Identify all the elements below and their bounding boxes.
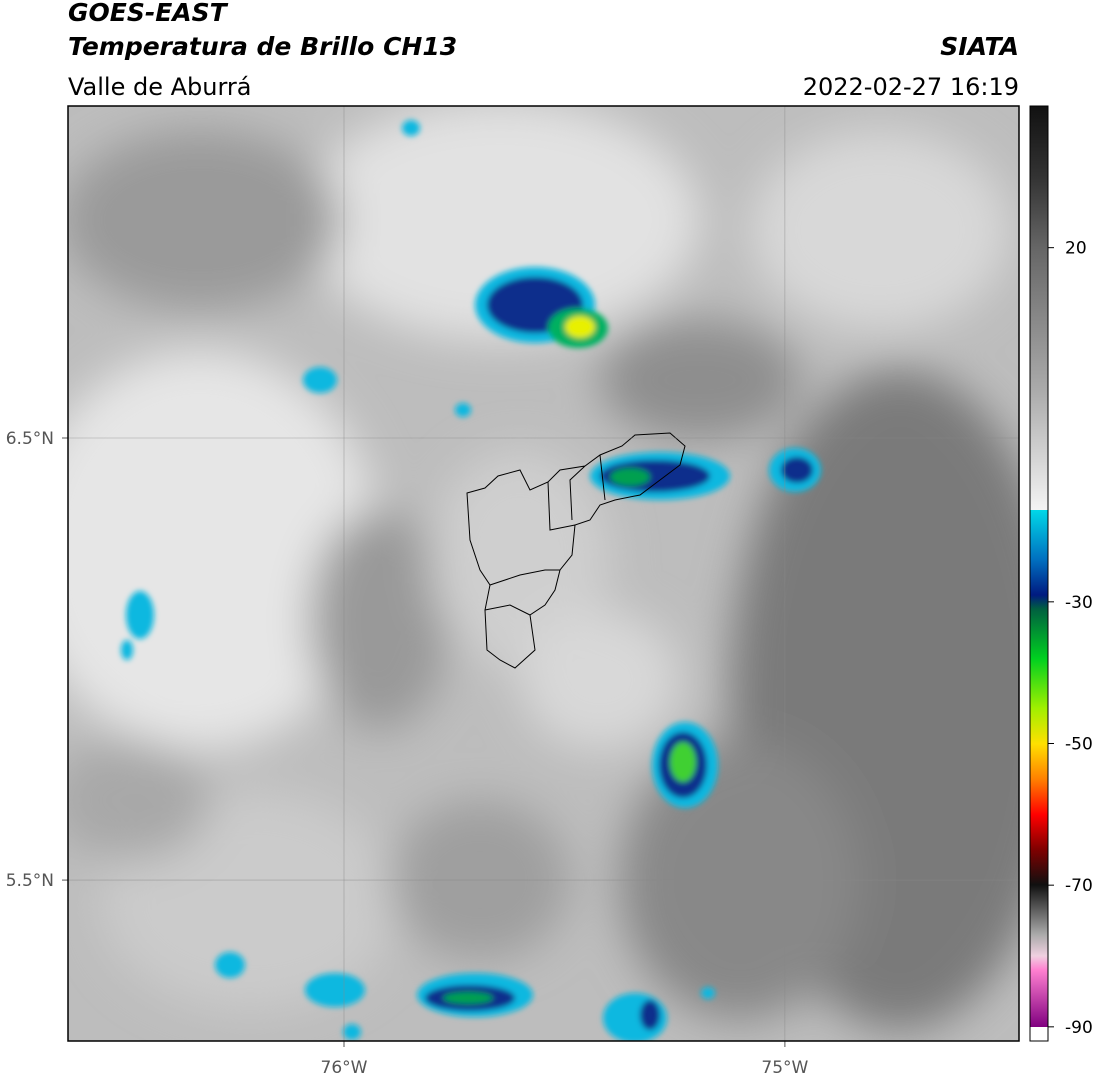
colorbar-tick-label: -90 <box>1065 1018 1093 1038</box>
x-tick-label: 75°W <box>761 1058 808 1078</box>
colorbar-tick-label: -50 <box>1065 735 1093 755</box>
source: SIATA <box>940 32 1019 61</box>
region: Valle de Aburrá <box>68 73 252 101</box>
map-frame <box>67 105 1020 1042</box>
subtitle: Temperatura de Brillo CH13 <box>68 32 457 61</box>
y-tick-label: 5.5°N <box>6 871 54 891</box>
municipality-outline <box>466 432 686 669</box>
map-image <box>68 106 1019 1041</box>
colorbar-tick-label: -30 <box>1065 593 1093 613</box>
colorbar-tick-label: -70 <box>1065 876 1093 896</box>
datetime: 2022-02-27 16:19 <box>803 73 1019 101</box>
title: GOES-EAST <box>68 0 229 27</box>
y-tick-label: 6.5°N <box>6 429 54 449</box>
x-tick-label: 76°W <box>321 1058 368 1078</box>
colorbar <box>1029 105 1049 1042</box>
colorbar-tick-label: 20 <box>1065 239 1087 259</box>
